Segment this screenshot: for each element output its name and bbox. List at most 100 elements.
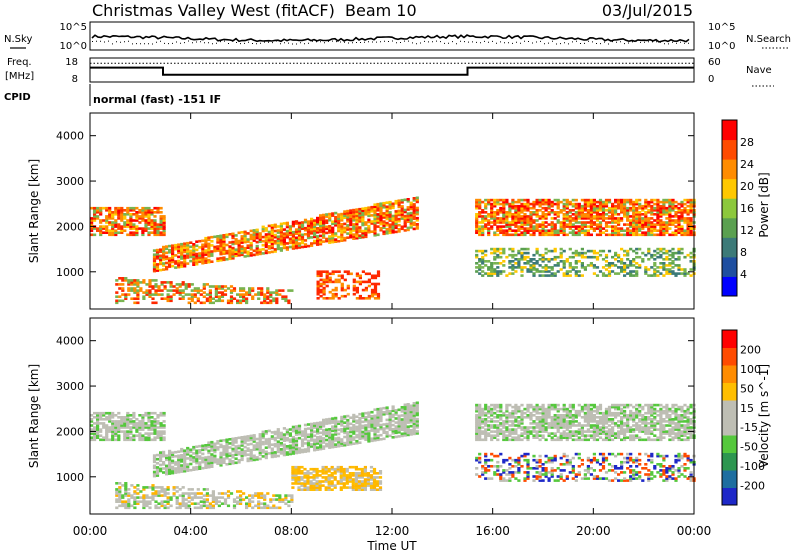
power-pixel [276,229,280,232]
power-pixel [668,223,672,226]
power-pixel [340,225,344,228]
power-pixel [228,241,232,244]
velocity-pixel [93,422,97,425]
power-pixel [192,243,196,246]
power-pixel [629,231,633,234]
velocity-pixel [195,467,199,471]
power-pixel [487,274,491,277]
power-pixel [349,219,353,223]
power-pixel [556,231,560,234]
velocity-pixel [257,494,261,497]
velocity-pixel [96,434,100,437]
power-pixel [322,230,326,233]
velocity-pixel [155,453,160,457]
power-pixel [508,221,512,224]
power-pixel [264,229,268,232]
power-pixel [614,198,618,202]
velocity-pixel [202,504,206,508]
power-pixel [186,256,190,259]
power-pixel [159,219,163,222]
power-pixel [647,225,651,228]
velocity-pixel [183,467,187,471]
velocity-pixel [251,494,255,497]
velocity-pixel [340,440,344,443]
velocity-pixel [406,427,410,431]
velocity-pixel [315,480,319,483]
velocity-pixel [496,432,500,435]
velocity-pixel [369,465,374,469]
power-pixel [154,283,158,286]
power-pixel [604,225,609,228]
velocity-pixel [481,422,485,425]
power-pixel [162,219,166,222]
velocity-pixel [415,405,419,409]
power-pixel [385,209,389,213]
power-pixel [487,231,491,234]
velocity-pixel [248,494,252,497]
power-pixel [487,200,491,204]
power-pixel [580,211,584,214]
power-pixel [204,253,208,256]
velocity-pixel [391,415,395,419]
velocity-pixel [310,437,314,440]
velocity-pixel [403,419,407,423]
power-pixel [145,293,149,296]
power-pixel [526,217,530,220]
velocity-pixel [186,457,190,460]
power-pixel [183,244,187,247]
power-pixel [210,240,214,243]
velocity-pixel [118,482,122,485]
power-pixel [653,262,657,265]
power-pixel [316,282,320,286]
power-pixel [638,266,642,269]
power-pixel [316,284,320,288]
velocity-pixel [162,426,166,429]
velocity-pixel [313,426,317,429]
power-pixel [391,218,395,222]
velocity-pixel [174,450,178,454]
power-pixel [490,204,494,208]
velocity-pixel [366,480,370,483]
velocity-pixel [189,458,193,462]
velocity-pixel [327,488,331,491]
power-pixel [322,221,326,225]
power-pixel [249,247,253,251]
power-pixel [493,202,497,206]
velocity-pixel [144,432,148,435]
power-pixel [328,276,332,280]
velocity-pixel [162,420,166,423]
velocity-pixel [306,480,310,483]
power-pixel [115,295,119,298]
power-pixel [147,211,151,214]
power-pixel [577,229,581,232]
power-pixel [496,217,500,220]
velocity-pixel [181,494,185,497]
power-pixel [355,224,359,228]
power-pixel [187,283,191,286]
velocity-pixel [312,470,316,473]
power-pixel [565,233,569,237]
power-pixel [219,248,223,252]
power-pixel [156,229,160,232]
velocity-pixel [187,500,191,503]
plot-title: Christmas Valley West (fitACF) [92,1,335,20]
power-pixel [382,222,386,225]
power-pixel [270,242,274,246]
power-pixel [266,297,270,300]
power-pixel [223,293,228,296]
velocity-pixel [321,472,325,475]
range-tick-label: 3000 [56,175,84,188]
power-pixel [517,209,521,212]
velocity-pixel [155,472,160,475]
power-pixel [535,251,539,255]
power-pixel [391,229,395,232]
velocity-pixel [141,416,145,419]
velocity-pixel [331,435,335,439]
power-pixel [502,215,506,218]
power-pixel [638,227,642,230]
velocity-pixel [115,500,119,503]
power-pixel [226,299,231,303]
velocity-pixel [126,420,130,423]
power-pixel [294,230,299,233]
velocity-pixel [358,431,362,434]
